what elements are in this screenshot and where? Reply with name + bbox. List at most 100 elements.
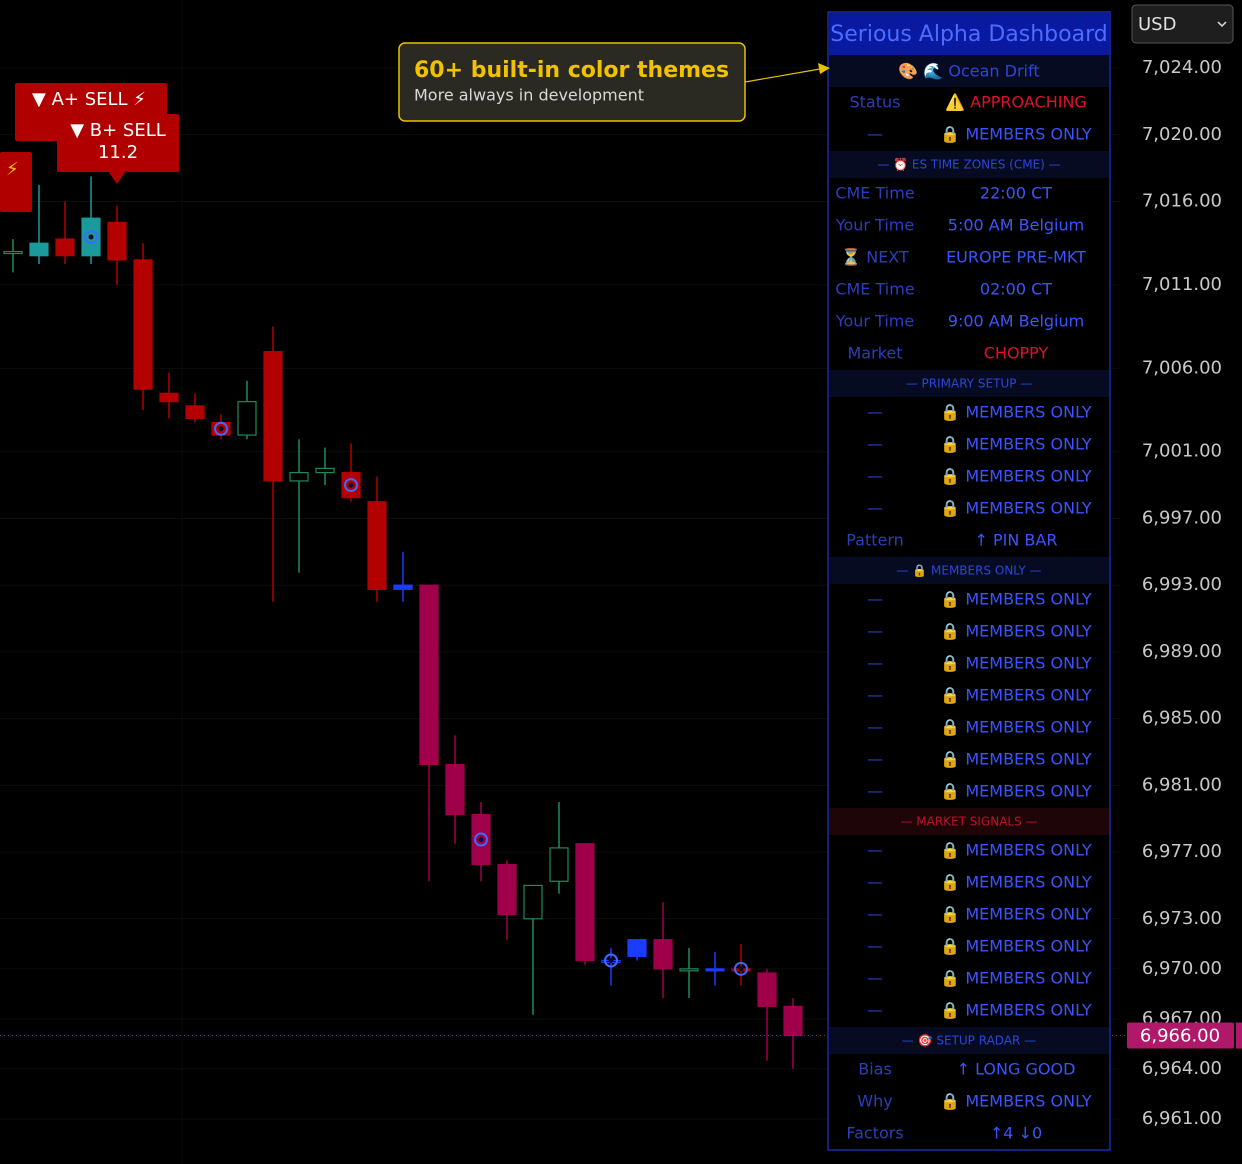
row-value: 🔒 MEMBERS ONLY	[940, 686, 1092, 705]
currency-select[interactable]	[1131, 4, 1234, 44]
row-label: —	[867, 873, 883, 892]
candle-body	[107, 221, 127, 261]
dashboard-header	[829, 13, 1109, 55]
section-row	[829, 151, 1109, 178]
row-value: ⚠️ APPROACHING	[945, 93, 1087, 112]
row-label: Status	[850, 93, 901, 112]
candle-body	[133, 259, 153, 390]
y-tick-label: 6,989.00	[1142, 641, 1222, 662]
row-value: 🔒 MEMBERS ONLY	[940, 718, 1092, 737]
row-value: EUROPE PRE-MKT	[946, 248, 1086, 267]
candle-body	[393, 584, 413, 590]
y-tick-label: 7,011.00	[1142, 274, 1222, 295]
y-tick-label: 7,016.00	[1142, 191, 1222, 212]
y-tick-label: 6,993.00	[1142, 574, 1222, 595]
y-tick-label: 6,977.00	[1142, 841, 1222, 862]
row-value: 🔒 MEMBERS ONLY	[940, 590, 1092, 609]
row-label: —	[867, 718, 883, 737]
row-value: 🔒 MEMBERS ONLY	[940, 622, 1092, 641]
signal-marker-core	[218, 426, 224, 432]
row-label: —	[867, 654, 883, 673]
row-label: —	[867, 467, 883, 486]
row-label: —	[867, 969, 883, 988]
signal-marker	[84, 229, 98, 244]
row-label: —	[867, 622, 883, 641]
row-value: ↑ PIN BAR	[975, 531, 1058, 550]
signal-text: ▼ A+ SELL ⚡	[32, 89, 146, 110]
last-price-edge	[1236, 1022, 1242, 1049]
row-label: —	[867, 750, 883, 769]
section-title: — 🎯 SETUP RADAR —	[902, 1034, 1036, 1048]
currency-label[interactable]: USD	[1138, 14, 1176, 35]
candle-body	[653, 939, 673, 970]
signal-marker-core	[478, 837, 484, 843]
section-row	[829, 370, 1109, 397]
row-value: 🔒 MEMBERS ONLY	[940, 403, 1092, 422]
row-label: —	[867, 841, 883, 860]
section-title: — PRIMARY SETUP —	[906, 377, 1033, 391]
section-title: — ⏰ ES TIME ZONES (CME) —	[877, 157, 1060, 172]
y-tick-label: 6,981.00	[1142, 774, 1222, 795]
row-label: —	[867, 782, 883, 801]
candle-body	[523, 884, 543, 920]
candle-body	[185, 405, 205, 419]
signal-marker	[734, 961, 748, 976]
row-label: ⏳ NEXT	[841, 248, 909, 267]
theme-name: 🎨 🌊 Ocean Drift	[898, 62, 1039, 81]
row-label: Bias	[858, 1060, 892, 1079]
signal-marker-core	[738, 966, 744, 972]
candle-body	[29, 242, 49, 257]
candle-body	[237, 401, 257, 436]
row-label: Your Time	[835, 216, 914, 235]
signal-marker	[474, 832, 488, 847]
signal-marker-core	[348, 482, 354, 488]
callout-arrow	[744, 68, 821, 83]
section-row	[829, 1027, 1109, 1054]
row-label: —	[867, 937, 883, 956]
candle-body	[55, 238, 75, 257]
y-tick-label: 6,970.00	[1142, 958, 1222, 979]
row-label: Factors	[846, 1124, 903, 1143]
row-value: 🔒 MEMBERS ONLY	[940, 1092, 1092, 1111]
candle-body	[627, 939, 647, 957]
candle-body	[549, 847, 569, 882]
candle-body	[419, 584, 439, 766]
signal-marker	[604, 953, 618, 968]
theme-row	[829, 55, 1109, 87]
section-title: — MARKET SIGNALS —	[900, 815, 1037, 829]
callout-arrowhead	[818, 63, 830, 74]
row-label: Market	[848, 344, 903, 363]
y-tick-label: 7,001.00	[1142, 441, 1222, 462]
signal-marker-core	[608, 957, 614, 963]
row-label: Why	[857, 1092, 892, 1111]
signal-marker	[344, 478, 358, 493]
row-value: 🔒 MEMBERS ONLY	[940, 499, 1092, 518]
row-value: ↑ LONG GOOD	[957, 1060, 1076, 1079]
row-label: CME Time	[835, 280, 914, 299]
candle-body	[783, 1005, 803, 1037]
row-value: 9:00 AM Belgium	[948, 312, 1084, 331]
row-label: —	[867, 435, 883, 454]
y-tick-label: 6,997.00	[1142, 507, 1222, 528]
candle-body	[263, 351, 283, 482]
candle-body	[705, 968, 725, 972]
callout-title: 60+ built-in color themes	[414, 58, 729, 83]
candle-body	[289, 471, 309, 482]
row-label: —	[867, 590, 883, 609]
row-label: —	[867, 905, 883, 924]
callout-box	[398, 42, 746, 122]
row-label: —	[867, 403, 883, 422]
candle-body	[315, 467, 335, 474]
candle-body	[679, 968, 699, 972]
candle-body	[575, 843, 595, 962]
currency-chevron[interactable]	[1217, 21, 1227, 28]
candle-body	[445, 763, 465, 816]
row-value: CHOPPY	[984, 344, 1049, 363]
signal-marker-core	[88, 234, 94, 240]
row-value: 🔒 MEMBERS ONLY	[940, 782, 1092, 801]
signal-box	[57, 114, 179, 172]
row-value: 22:00 CT	[980, 184, 1052, 203]
row-value: 🔒 MEMBERS ONLY	[940, 435, 1092, 454]
candle-body	[497, 863, 517, 916]
